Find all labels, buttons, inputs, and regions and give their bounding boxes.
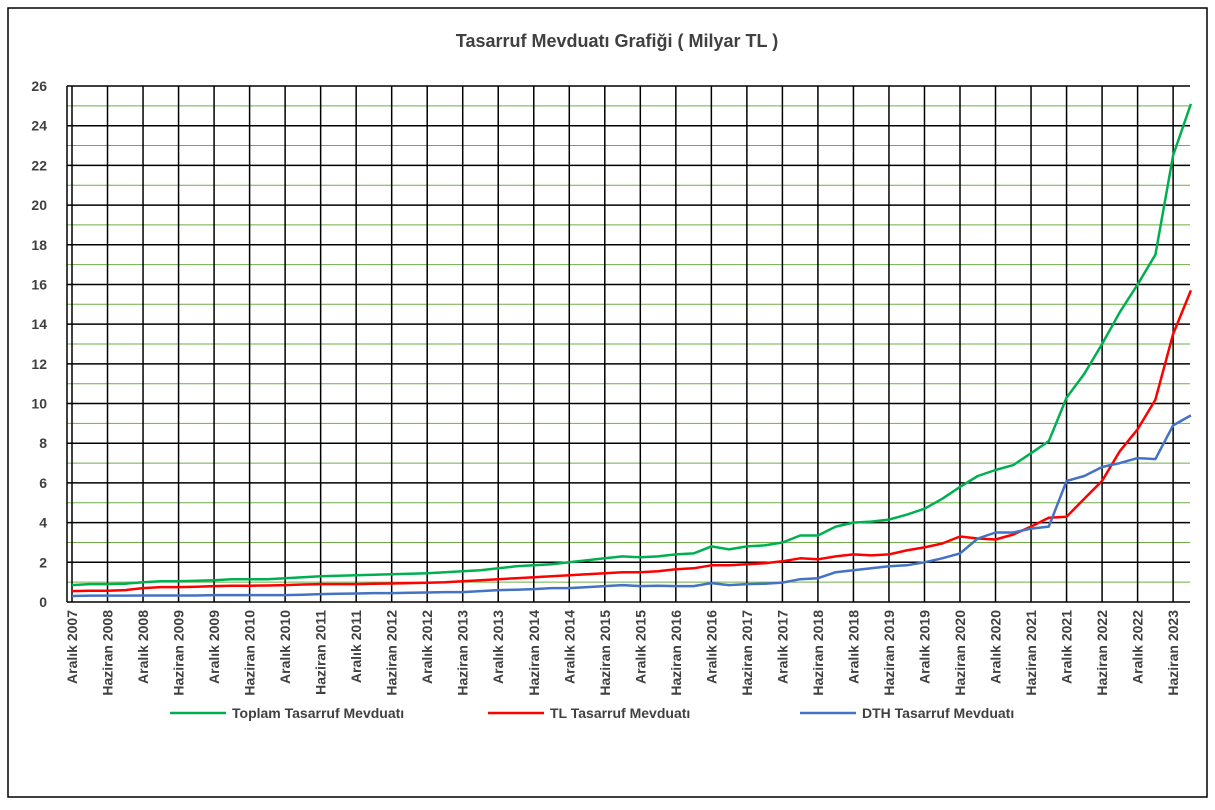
x-tick-label: Haziran 2020 [952, 610, 968, 696]
x-tick-label: Haziran 2015 [597, 610, 613, 696]
x-tick-label: Aralık 2017 [774, 610, 790, 684]
x-tick-label: Haziran 2012 [384, 610, 400, 696]
series-line [71, 103, 1193, 587]
y-tick-label: 8 [39, 435, 47, 451]
legend-label: Toplam Tasarruf Mevduatı [232, 705, 404, 721]
x-tick-label: Haziran 2014 [526, 610, 542, 696]
x-tick-label: Haziran 2013 [455, 610, 471, 696]
series-line [71, 289, 1193, 593]
x-tick-label: Aralık 2012 [419, 610, 435, 684]
y-tick-label: 12 [31, 356, 47, 372]
x-tick-label: Aralık 2010 [277, 610, 293, 684]
x-tick-label: Aralık 2018 [845, 610, 861, 684]
y-tick-label: 22 [31, 157, 47, 173]
series-line [71, 414, 1192, 598]
x-tick-label: Haziran 2021 [1023, 610, 1039, 696]
y-tick-label: 14 [31, 316, 47, 332]
x-tick-label: Aralık 2013 [490, 610, 506, 684]
x-tick-label: Aralık 2014 [561, 610, 577, 684]
chart-title: Tasarruf Mevduatı Grafiği ( Milyar TL ) [456, 31, 778, 51]
legend-label: TL Tasarruf Mevduatı [550, 705, 690, 721]
x-tick-label: Haziran 2018 [810, 610, 826, 696]
x-tick-label: Haziran 2019 [881, 610, 897, 696]
y-tick-label: 6 [39, 475, 47, 491]
x-tick-label: Haziran 2010 [242, 610, 258, 696]
x-tick-label: Aralık 2007 [64, 610, 80, 684]
y-tick-label: 26 [31, 78, 47, 94]
x-tick-label: Haziran 2016 [668, 610, 684, 696]
y-tick-label: 0 [39, 594, 47, 610]
x-tick-label: Haziran 2008 [100, 610, 116, 696]
chart-frame [7, 7, 1208, 798]
x-tick-label: Haziran 2017 [739, 610, 755, 696]
y-tick-label: 10 [31, 396, 47, 412]
y-tick-label: 18 [31, 237, 47, 253]
legend-label: DTH Tasarruf Mevduatı [862, 705, 1014, 721]
y-tick-label: 16 [31, 276, 47, 292]
y-tick-label: 2 [39, 554, 47, 570]
x-tick-label: Aralık 2011 [348, 610, 364, 683]
x-tick-label: Aralık 2016 [703, 610, 719, 684]
x-tick-label: Haziran 2009 [171, 610, 187, 696]
x-tick-label: Aralık 2020 [988, 610, 1004, 684]
y-tick-label: 4 [39, 515, 47, 531]
x-tick-label: Aralık 2022 [1130, 610, 1146, 684]
x-tick-label: Haziran 2011 [313, 610, 329, 695]
y-tick-label: 24 [31, 118, 47, 134]
x-tick-label: Aralık 2021 [1059, 610, 1075, 684]
x-tick-label: Aralık 2019 [916, 610, 932, 684]
y-tick-label: 20 [31, 197, 47, 213]
x-tick-label: Aralık 2008 [135, 610, 151, 684]
x-tick-label: Haziran 2023 [1165, 610, 1181, 696]
x-tick-label: Aralık 2015 [632, 610, 648, 684]
x-tick-label: Aralık 2009 [206, 610, 222, 684]
x-tick-label: Haziran 2022 [1094, 610, 1110, 696]
